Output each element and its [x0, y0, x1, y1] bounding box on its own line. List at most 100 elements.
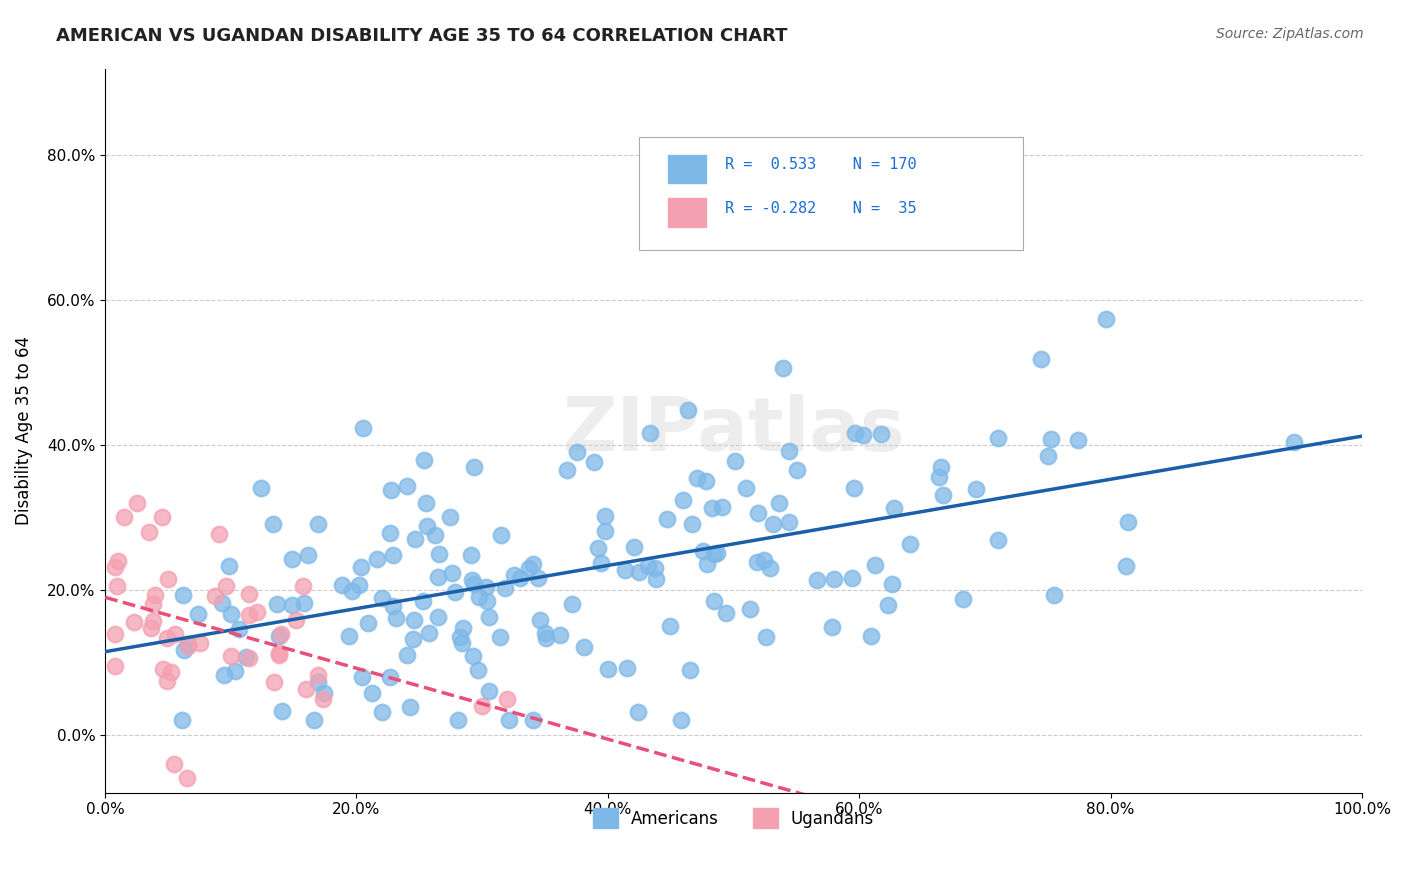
- Point: [211, 597, 233, 611]
- Point: [706, 546, 728, 560]
- Point: [250, 481, 273, 495]
- FancyBboxPatch shape: [666, 197, 707, 227]
- Point: [987, 431, 1010, 445]
- Point: [143, 588, 166, 602]
- Point: [637, 559, 659, 574]
- Point: [415, 496, 437, 510]
- Point: [163, 756, 186, 771]
- Point: [534, 631, 557, 645]
- Point: [412, 453, 434, 467]
- Point: [396, 479, 419, 493]
- Point: [188, 636, 211, 650]
- Point: [627, 705, 650, 719]
- Point: [498, 713, 520, 727]
- Point: [150, 510, 173, 524]
- Point: [752, 553, 775, 567]
- Point: [218, 558, 240, 573]
- Point: [219, 607, 242, 622]
- Y-axis label: Disability Age 35 to 64: Disability Age 35 to 64: [15, 336, 32, 525]
- Point: [821, 620, 844, 634]
- Point: [439, 510, 461, 524]
- Point: [478, 610, 501, 624]
- Point: [724, 454, 747, 468]
- Point: [380, 525, 402, 540]
- FancyBboxPatch shape: [666, 154, 707, 185]
- Point: [269, 646, 291, 660]
- Point: [356, 615, 378, 630]
- Text: R = -0.282    N =  35: R = -0.282 N = 35: [724, 201, 917, 216]
- Point: [366, 551, 388, 566]
- Point: [1095, 312, 1118, 326]
- Point: [644, 561, 666, 575]
- Point: [461, 574, 484, 588]
- Point: [806, 573, 828, 587]
- Point: [139, 620, 162, 634]
- Point: [534, 626, 557, 640]
- Point: [522, 713, 544, 727]
- Point: [589, 557, 612, 571]
- Point: [844, 426, 866, 441]
- Point: [758, 561, 780, 575]
- Point: [475, 594, 498, 608]
- Point: [882, 577, 904, 591]
- Point: [262, 517, 284, 532]
- Point: [952, 592, 974, 607]
- Text: ZIPatlas: ZIPatlas: [562, 394, 905, 467]
- Point: [104, 658, 127, 673]
- Point: [156, 631, 179, 645]
- Point: [762, 516, 785, 531]
- Point: [212, 668, 235, 682]
- Point: [628, 566, 651, 580]
- Point: [177, 639, 200, 653]
- Point: [503, 568, 526, 582]
- Point: [613, 564, 636, 578]
- Point: [932, 488, 955, 502]
- Point: [593, 509, 616, 524]
- Point: [385, 611, 408, 625]
- Point: [768, 496, 790, 510]
- Text: AMERICAN VS UGANDAN DISABILITY AGE 35 TO 64 CORRELATION CHART: AMERICAN VS UGANDAN DISABILITY AGE 35 TO…: [56, 27, 787, 45]
- Point: [352, 421, 374, 435]
- Point: [297, 548, 319, 562]
- Point: [616, 661, 638, 675]
- Point: [291, 579, 314, 593]
- Point: [107, 554, 129, 568]
- Point: [156, 573, 179, 587]
- Point: [574, 640, 596, 654]
- Point: [360, 685, 382, 699]
- Point: [340, 583, 363, 598]
- Point: [676, 402, 699, 417]
- Point: [1067, 433, 1090, 447]
- FancyBboxPatch shape: [640, 137, 1022, 250]
- Point: [381, 599, 404, 613]
- Point: [104, 626, 127, 640]
- Point: [280, 552, 302, 566]
- Point: [467, 663, 489, 677]
- Point: [703, 594, 725, 608]
- Point: [103, 559, 125, 574]
- Point: [548, 628, 571, 642]
- Point: [1040, 433, 1063, 447]
- Point: [685, 471, 707, 485]
- Point: [138, 524, 160, 539]
- Point: [659, 619, 682, 633]
- Point: [423, 528, 446, 542]
- Point: [696, 557, 718, 571]
- Point: [555, 463, 578, 477]
- Point: [350, 670, 373, 684]
- Point: [451, 621, 474, 635]
- Point: [593, 524, 616, 538]
- Point: [755, 630, 778, 644]
- Point: [672, 492, 695, 507]
- Point: [734, 482, 756, 496]
- Point: [567, 445, 589, 459]
- Point: [402, 613, 425, 627]
- Point: [638, 425, 661, 440]
- Point: [224, 665, 246, 679]
- Point: [204, 589, 226, 603]
- Point: [238, 608, 260, 623]
- Point: [478, 684, 501, 698]
- Point: [427, 609, 450, 624]
- Point: [747, 506, 769, 520]
- Point: [681, 517, 703, 532]
